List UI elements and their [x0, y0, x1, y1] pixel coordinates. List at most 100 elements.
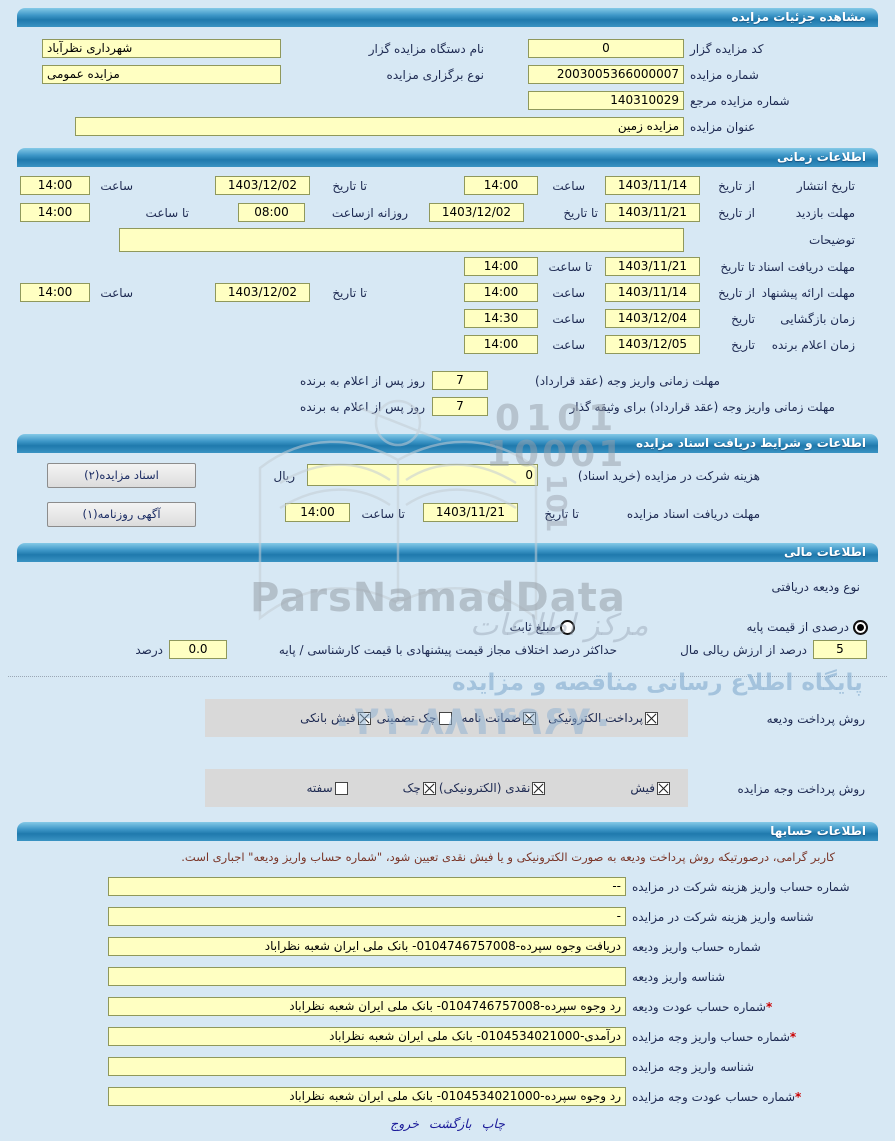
receipt-checkbox[interactable]: [657, 781, 670, 795]
section-title: اطلاعات زمانی: [777, 150, 866, 164]
deposit-payment-account-field[interactable]: دریافت وجوه سپرده-0104746757008- بانک مل…: [108, 937, 626, 956]
offer-from-date-field[interactable]: 1403/11/14: [605, 283, 700, 302]
newspaper-ad-button[interactable]: آگهی روزنامه(۱): [47, 502, 196, 527]
participation-fee-label: هزینه شرکت در مزایده (خرید اسناد): [577, 469, 760, 483]
cash-electronic-checkbox[interactable]: [532, 781, 546, 795]
checkbox-item[interactable]: فیش: [630, 781, 670, 795]
watermark-digits: 101: [540, 474, 573, 533]
visit-daily-to-field[interactable]: 14:00: [20, 203, 90, 222]
winner-date-field[interactable]: 1403/12/05: [605, 335, 700, 354]
to-date-label: تا تاریخ: [720, 260, 755, 274]
publish-from-time-field[interactable]: 14:00: [464, 176, 538, 195]
checkbox-item[interactable]: نقدی (الکترونیکی): [439, 781, 546, 795]
notes-label: توضیحات: [808, 233, 855, 247]
to-date-label: تا تاریخ: [332, 286, 367, 300]
section-header-general: مشاهده جزئیات مزایده: [17, 8, 878, 27]
offer-to-time-field[interactable]: 14:00: [20, 283, 90, 302]
auction-type-field[interactable]: مزایده عمومی: [42, 65, 281, 84]
checkbox-item[interactable]: چک: [403, 781, 436, 795]
checkbox-item[interactable]: پرداخت الکترونیکی: [548, 711, 658, 725]
docs-deadline-time-field[interactable]: 14:00: [285, 503, 350, 522]
deposit-payment-id-field[interactable]: [108, 967, 626, 986]
promissory-note-checkbox[interactable]: [334, 781, 348, 795]
visit-from-date-field[interactable]: 1403/11/21: [605, 203, 700, 222]
until-hour-label: تا ساعت: [548, 260, 592, 274]
bidder-code-label: کد مزایده گزار: [690, 42, 764, 56]
fixed-amount-radio[interactable]: [560, 620, 575, 635]
auction-number-field[interactable]: 2003005366000007: [528, 65, 684, 84]
section-header-docs: اطلاعات و شرایط دریافت اسناد مزایده: [17, 434, 878, 453]
offer-deadline-label: مهلت ارائه پیشنهاد: [761, 286, 855, 300]
deposit-return-account-field[interactable]: رد وجوه سپرده-0104746757008- بانک ملی ای…: [108, 997, 626, 1016]
payment-method-label: روش پرداخت وجه مزایده: [737, 782, 865, 796]
deposit-payment-account-label: شماره حساب واریز ودیعه: [632, 940, 761, 954]
from-date-label: از تاریخ: [718, 286, 755, 300]
winner-time-field[interactable]: 14:00: [464, 335, 538, 354]
hour-label: ساعت: [552, 338, 585, 352]
offer-to-date-field[interactable]: 1403/12/02: [215, 283, 310, 302]
deposit-days-guarantor-label: مهلت زمانی واریز وجه (عقد قرارداد) برای …: [569, 400, 835, 414]
org-name-field[interactable]: شهرداری نظرآباد: [42, 39, 281, 58]
payment-method-group: فیش نقدی (الکترونیکی) چک سفته: [205, 769, 688, 807]
section-header-accounts: اطلاعات حسابها: [17, 822, 878, 841]
required-asterisk: *: [765, 1000, 773, 1014]
exit-link[interactable]: خروج: [390, 1116, 419, 1131]
section-header-financial: اطلاعات مالی: [17, 543, 878, 562]
bidder-code-field[interactable]: 0: [528, 39, 684, 58]
participation-fee-field[interactable]: 0: [307, 464, 538, 486]
checkbox-item[interactable]: ضمانت نامه: [462, 711, 537, 725]
fee-deposit-account-label: شماره حساب واریز هزینه شرکت در مزایده: [632, 880, 850, 894]
offer-from-time-field[interactable]: 14:00: [464, 283, 538, 302]
auction-payment-id-field[interactable]: [108, 1057, 626, 1076]
guarantee-letter-checkbox[interactable]: [523, 711, 537, 725]
date-label: تاریخ: [731, 338, 755, 352]
auction-payment-account-label: *شماره حساب واریز وجه مزایده: [632, 1030, 797, 1044]
visit-daily-from-field[interactable]: 08:00: [238, 203, 305, 222]
deposit-days-guarantor-field[interactable]: 7: [432, 397, 488, 416]
hour-label: ساعت: [552, 286, 585, 300]
back-link[interactable]: بازگشت: [428, 1116, 472, 1131]
visit-to-date-field[interactable]: 1403/12/02: [429, 203, 524, 222]
required-asterisk: *: [795, 1090, 802, 1104]
publish-to-time-field[interactable]: 14:00: [20, 176, 90, 195]
from-date-label: از تاریخ: [718, 179, 755, 193]
deposit-percent-field[interactable]: 5: [813, 640, 867, 659]
checkbox-item[interactable]: چک تضمینی: [377, 711, 452, 725]
auction-return-account-field[interactable]: رد وجوه سپرده-0104534021000- بانک ملی ای…: [108, 1087, 626, 1106]
daily-from-label: روزانه ازساعت: [331, 206, 408, 220]
electronic-payment-checkbox[interactable]: [645, 711, 658, 725]
docs-deadline-label: مهلت دریافت اسناد مزایده: [626, 507, 760, 521]
auction-payment-account-field[interactable]: درآمدی-0104534021000- بانک ملی ایران شعب…: [108, 1027, 626, 1046]
to-date-label: تا تاریخ: [332, 179, 367, 193]
opening-time-field[interactable]: 14:30: [464, 309, 538, 328]
guaranteed-check-checkbox[interactable]: [438, 711, 452, 725]
deposit-days-guarantor-suffix: روز پس از اعلام به برنده: [300, 400, 425, 414]
auction-number-label: شماره مزایده: [690, 68, 759, 82]
publish-to-date-field[interactable]: 1403/12/02: [215, 176, 310, 195]
opening-date-field[interactable]: 1403/12/04: [605, 309, 700, 328]
checkbox-item[interactable]: فیش بانکی: [300, 711, 371, 725]
print-link[interactable]: چاپ: [481, 1116, 505, 1131]
fixed-amount-label: مبلغ ثابت: [509, 620, 556, 634]
auction-ref-field[interactable]: 140310029: [528, 91, 684, 110]
notes-field[interactable]: [119, 228, 684, 252]
check-checkbox[interactable]: [422, 781, 436, 795]
fee-deposit-id-field[interactable]: -: [108, 907, 626, 926]
auction-title-field[interactable]: مزایده زمین: [75, 117, 684, 136]
auction-documents-button[interactable]: اسناد مزایده(۲): [47, 463, 196, 488]
deposit-return-account-label: *شماره حساب عودت ودیعه: [632, 1000, 773, 1014]
deposit-account-notice: کاربر گرامی، درصورتیکه روش پرداخت ودیعه …: [181, 850, 835, 864]
fee-deposit-account-field[interactable]: --: [108, 877, 626, 896]
doc-deadline-time-field[interactable]: 14:00: [464, 257, 538, 276]
max-diff-field[interactable]: 0.0: [169, 640, 227, 659]
bank-receipt-checkbox[interactable]: [357, 711, 371, 725]
checkbox-item[interactable]: سفته: [306, 781, 348, 795]
doc-deadline-date-field[interactable]: 1403/11/21: [605, 257, 700, 276]
deposit-days-field[interactable]: 7: [432, 371, 488, 390]
publish-from-date-field[interactable]: 1403/11/14: [605, 176, 700, 195]
docs-deadline-date-field[interactable]: 1403/11/21: [423, 503, 518, 522]
percent-of-base-radio[interactable]: [853, 620, 868, 635]
deposit-payment-id-label: شناسه واریز ودیعه: [632, 970, 726, 984]
section-title: اطلاعات و شرایط دریافت اسناد مزایده: [635, 436, 866, 450]
